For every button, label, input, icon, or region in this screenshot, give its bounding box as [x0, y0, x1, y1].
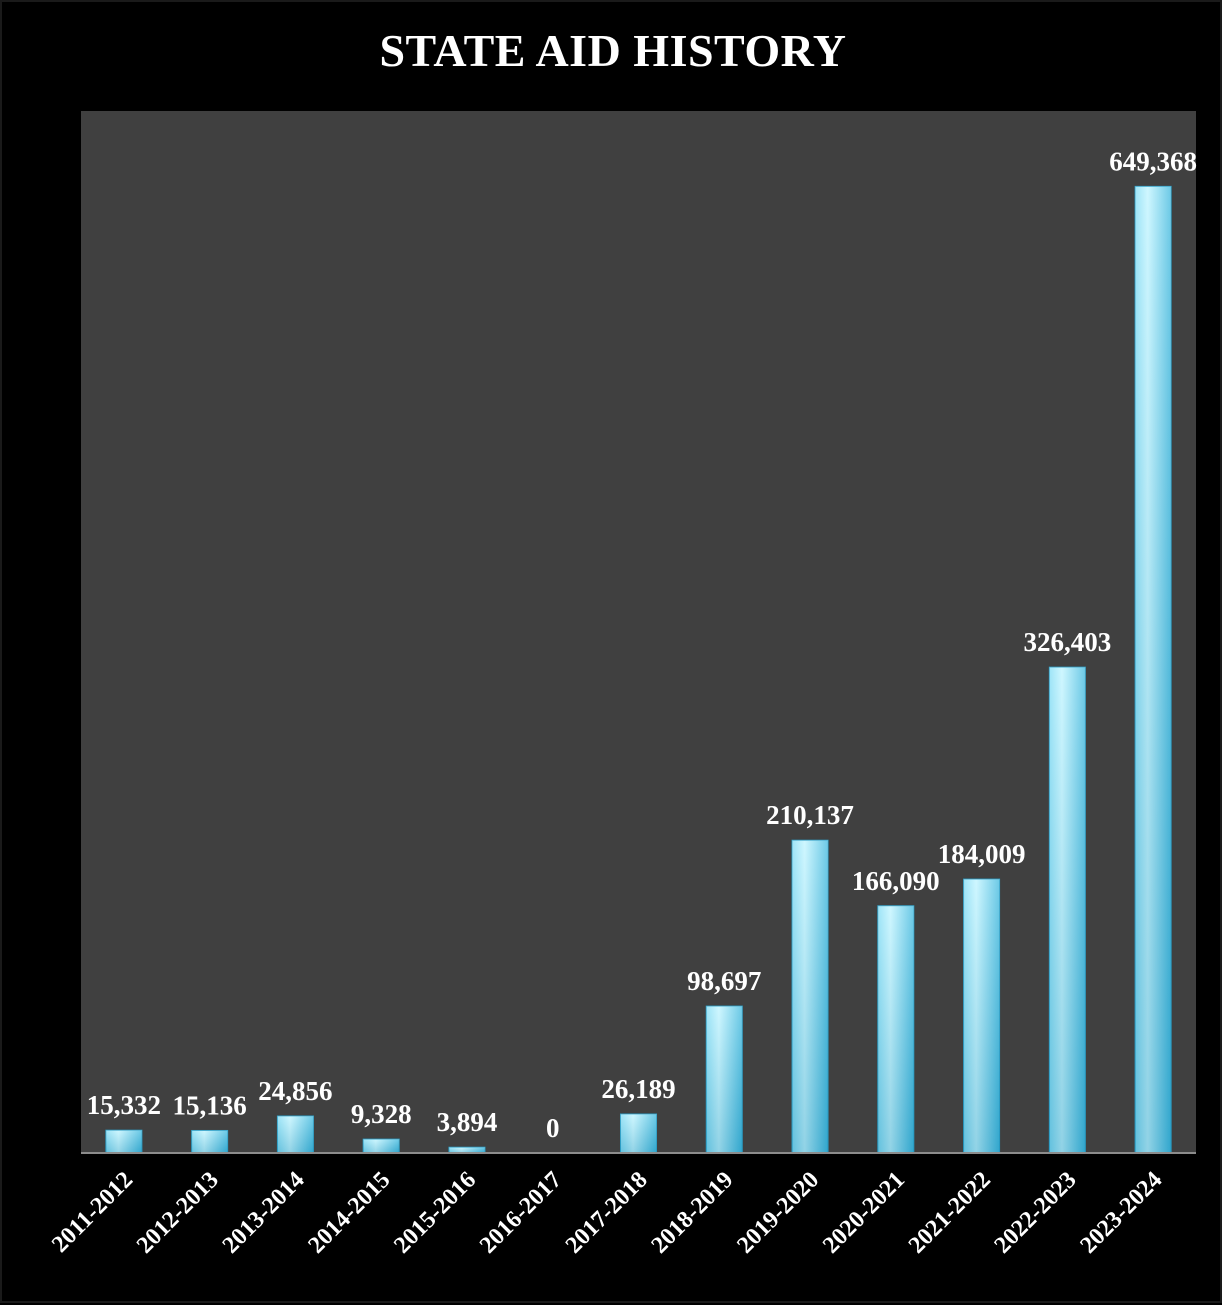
bar-shade	[620, 1114, 657, 1153]
bar-shade	[963, 879, 1000, 1153]
x-tick-label-2019-2020: 2019-2020	[732, 1167, 824, 1259]
bar-2014-2015	[362, 1138, 400, 1154]
chart-title: STATE AID HISTORY	[379, 25, 847, 76]
data-label-2019-2020: 210,137	[766, 800, 854, 830]
data-label-2020-2021: 166,090	[852, 866, 940, 896]
data-label-2021-2022: 184,009	[938, 839, 1026, 869]
x-tick-label-2011-2012: 2011-2012	[47, 1167, 138, 1258]
x-tick-label-2020-2021: 2020-2021	[818, 1167, 910, 1259]
x-tick-label-2013-2014: 2013-2014	[218, 1167, 310, 1259]
bar-2022-2023	[1048, 666, 1086, 1154]
bar-2012-2013	[191, 1129, 229, 1154]
data-label-2023-2024: 649,368	[1109, 146, 1197, 176]
bar-2017-2018	[620, 1113, 657, 1154]
bar-shade	[191, 1130, 228, 1153]
bar-2021-2022	[963, 878, 1001, 1154]
bar-2013-2014	[276, 1115, 314, 1154]
bar-shade	[105, 1130, 142, 1153]
bar-shade	[363, 1139, 400, 1153]
data-labels-layer: 15,332 15,136 24,856 9,328 3,894 0 26,189 98,69…	[87, 146, 1197, 1143]
x-tick-label-2015-2016: 2015-2016	[389, 1167, 481, 1259]
data-label-2013-2014: 24,856	[258, 1076, 332, 1106]
bar-shade	[448, 1147, 485, 1153]
data-label-2015-2016: 3,894	[437, 1107, 498, 1137]
x-tick-label-2018-2019: 2018-2019	[647, 1167, 739, 1259]
x-tick-label-2021-2022: 2021-2022	[904, 1167, 996, 1259]
x-tick-label-2022-2023: 2022-2023	[990, 1167, 1082, 1259]
x-tick-label-2016-2017: 2016-2017	[475, 1167, 567, 1259]
bar-shade	[792, 840, 829, 1153]
x-tick-label-2014-2015: 2014-2015	[304, 1167, 396, 1259]
bar-2011-2012	[105, 1129, 143, 1154]
data-label-2011-2012: 15,332	[87, 1090, 161, 1120]
data-label-2014-2015: 9,328	[351, 1099, 412, 1129]
data-label-2022-2023: 326,403	[1023, 627, 1111, 657]
data-label-2012-2013: 15,136	[173, 1090, 247, 1120]
x-tick-labels-layer: 2011-20122012-20132013-20142014-20152015…	[47, 1167, 1167, 1259]
bar-2018-2019	[705, 1005, 743, 1154]
x-tick-label-2017-2018: 2017-2018	[561, 1167, 653, 1259]
bar-2019-2020	[791, 839, 829, 1154]
x-tick-label-2023-2024: 2023-2024	[1075, 1167, 1167, 1259]
data-label-2016-2017: 0	[546, 1113, 560, 1143]
bar-shade	[277, 1116, 314, 1153]
plot-area	[81, 111, 1196, 1153]
bar-shade	[877, 905, 914, 1153]
bar-2020-2021	[877, 905, 915, 1154]
bar-shade	[706, 1006, 743, 1153]
bar-2023-2024	[1134, 185, 1172, 1154]
x-tick-label-2012-2013: 2012-2013	[132, 1167, 224, 1259]
bar-shade	[1135, 186, 1172, 1153]
data-label-2017-2018: 26,189	[601, 1074, 675, 1104]
bar-shade	[1049, 667, 1086, 1153]
data-label-2018-2019: 98,697	[687, 966, 761, 996]
bars-layer	[105, 185, 1172, 1154]
